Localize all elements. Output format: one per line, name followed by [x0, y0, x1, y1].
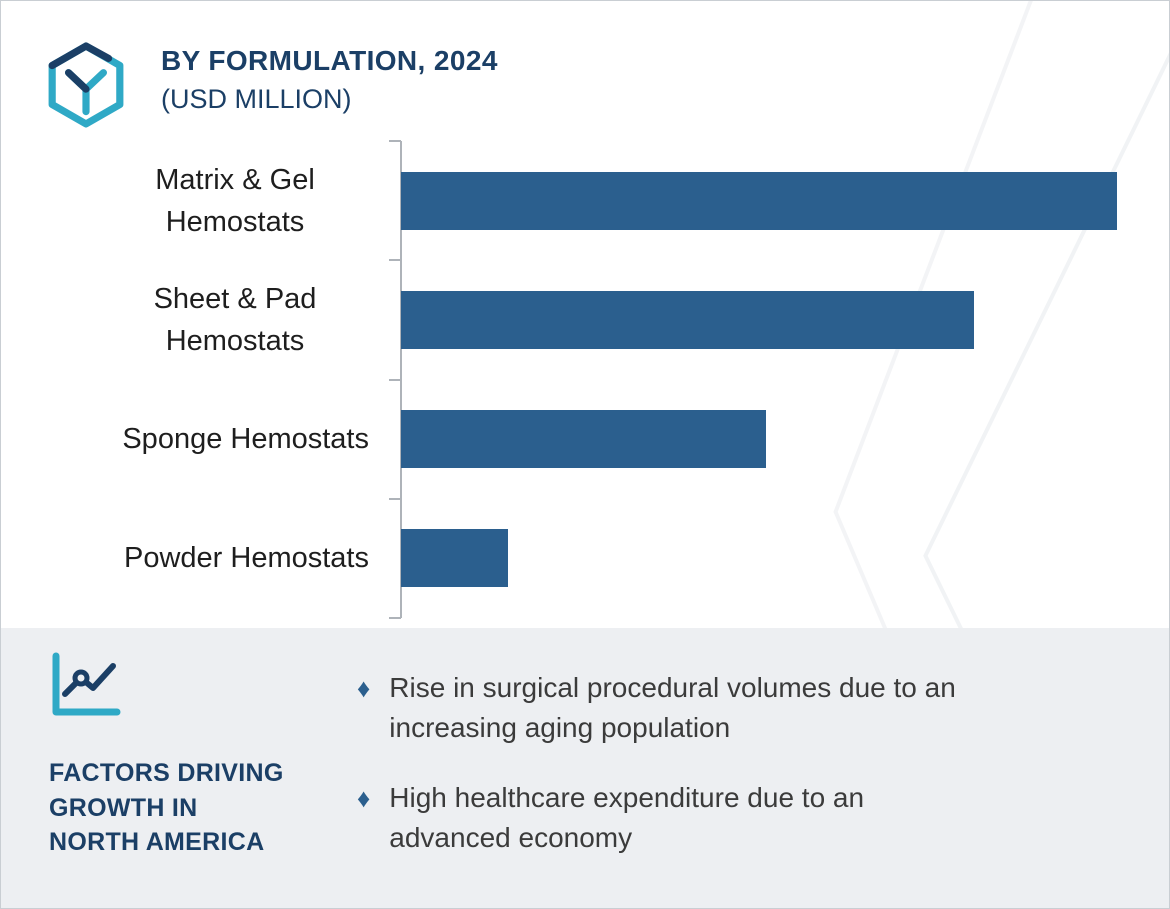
chart-row: Powder Hemostats [1, 499, 1169, 618]
bar-sponge-hemostats [401, 410, 766, 469]
bar-track [401, 290, 1169, 349]
category-label: Sponge Hemostats [1, 418, 401, 460]
category-label-text: Powder Hemostats [124, 542, 369, 575]
bullet-item: ♦ High healthcare expenditure due to an a… [357, 778, 1117, 858]
chart-title: BY FORMULATION, 2024 [161, 45, 498, 76]
footer-panel: FACTORS DRIVING GROWTH IN NORTH AMERICA … [1, 628, 1169, 908]
chart-row: Sheet & Pad Hemostats [1, 260, 1169, 379]
axis-ticks [389, 140, 401, 619]
bar-powder-hemostats [401, 529, 508, 588]
bar-sheet-pad-hemostats [401, 290, 974, 349]
bar-track [401, 529, 1169, 588]
y-axis-line [400, 141, 402, 618]
footer-heading: FACTORS DRIVING GROWTH IN NORTH AMERICA [49, 759, 284, 856]
bar-chart: Matrix & Gel Hemostats Sheet & Pad Hemost… [1, 140, 1169, 619]
axis-tick [389, 259, 401, 262]
bar-chart-rows: Matrix & Gel Hemostats Sheet & Pad Hemost… [1, 141, 1169, 618]
axis-tick [389, 140, 401, 142]
chart-title-block: BY FORMULATION, 2024 (USD MILLION) [161, 39, 498, 115]
category-label: Powder Hemostats [1, 537, 401, 579]
diamond-bullet-icon: ♦ [357, 783, 371, 813]
bullet-text: Rise in surgical procedural volumes due … [389, 672, 956, 743]
axis-tick [389, 617, 401, 619]
bar-track [401, 410, 1169, 469]
axis-tick [389, 497, 401, 500]
chart-subtitle: (USD MILLION) [161, 84, 352, 114]
bar-track [401, 171, 1169, 230]
line-chart-icon [52, 652, 121, 716]
category-label-text: Sheet & Pad Hemostats [153, 282, 317, 357]
bullet-list: ♦ Rise in surgical procedural volumes due… [357, 668, 1117, 858]
header: BY FORMULATION, 2024 (USD MILLION) [45, 39, 498, 131]
category-label-text: Sponge Hemostats [122, 423, 369, 456]
diamond-bullet-icon: ♦ [357, 673, 371, 703]
bullet-item: ♦ Rise in surgical procedural volumes due… [357, 668, 1117, 748]
chart-row: Sponge Hemostats [1, 380, 1169, 499]
axis-tick [389, 378, 401, 381]
bar-matrix-gel-hemostats [401, 171, 1117, 230]
category-label: Sheet & Pad Hemostats [1, 278, 401, 362]
bullet-text: High healthcare expenditure due to an ad… [389, 782, 865, 853]
category-label: Matrix & Gel Hemostats [1, 159, 401, 243]
category-label-text: Matrix & Gel Hemostats [155, 163, 315, 238]
chart-row: Matrix & Gel Hemostats [1, 141, 1169, 260]
hexagon-y-logo [48, 42, 124, 128]
